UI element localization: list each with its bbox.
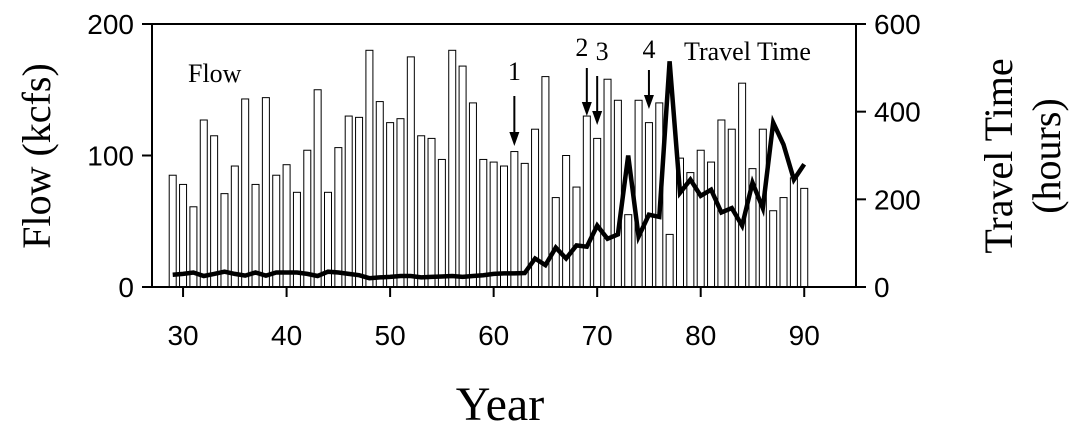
flow-bar bbox=[199, 119, 208, 288]
x-tick-label: 60 bbox=[478, 320, 509, 351]
flow-bar bbox=[479, 158, 488, 288]
flow-bar bbox=[500, 165, 508, 288]
flow-bar bbox=[468, 102, 477, 288]
annotation-label: 3 bbox=[596, 37, 609, 66]
flow-bar bbox=[313, 89, 322, 288]
y2-tick-label: 400 bbox=[874, 97, 921, 128]
flow-bar bbox=[272, 174, 281, 288]
flow-bar bbox=[800, 187, 809, 288]
y2-tick-label: 600 bbox=[874, 9, 921, 40]
y-tick-label: 100 bbox=[87, 141, 134, 172]
y-tick-label: 0 bbox=[118, 272, 134, 303]
flow-bars bbox=[168, 49, 809, 288]
flow-bar bbox=[551, 197, 560, 288]
flow-bar bbox=[437, 158, 446, 288]
flow-bar bbox=[634, 99, 643, 288]
x-axis-ticks: 30 40 50 60 70 80 90 bbox=[167, 287, 820, 351]
flow-bar bbox=[386, 122, 395, 288]
annotation-arrow-head bbox=[643, 95, 654, 109]
y-axis-label: Flow (kcfs) bbox=[14, 63, 59, 249]
event-annotations: 1 2 3 4 bbox=[508, 33, 655, 146]
y2-tick-label: 0 bbox=[874, 272, 890, 303]
flow-bar bbox=[427, 137, 436, 288]
legend-travel-time-label: Travel Time bbox=[684, 37, 811, 66]
y2-axis-ticks: 0 200 400 600 bbox=[856, 9, 921, 303]
flow-bar bbox=[665, 233, 674, 288]
flow-bar bbox=[210, 135, 219, 288]
y2-axis-label-line1: Travel Time bbox=[976, 58, 1021, 253]
x-tick-label: 40 bbox=[271, 320, 302, 351]
flow-bar bbox=[241, 98, 250, 288]
legend-flow-label: Flow bbox=[188, 59, 242, 88]
flow-bar bbox=[355, 116, 364, 288]
flow-bar bbox=[417, 135, 426, 288]
flow-bar bbox=[779, 197, 788, 288]
flow-bar bbox=[365, 49, 374, 288]
annotation-label: 4 bbox=[642, 35, 655, 64]
x-tick-label: 30 bbox=[167, 320, 198, 351]
flow-bar bbox=[168, 174, 177, 288]
flow-bar bbox=[489, 161, 498, 288]
annotation-label: 2 bbox=[575, 33, 588, 62]
flow-bar bbox=[406, 56, 415, 288]
flow-bar bbox=[603, 78, 612, 288]
flow-bar bbox=[510, 151, 519, 288]
travel-time-line bbox=[172, 61, 807, 281]
flow-bar bbox=[458, 65, 467, 288]
x-tick-label: 70 bbox=[582, 320, 613, 351]
flow-bar bbox=[696, 149, 705, 288]
flow-bar bbox=[572, 186, 581, 288]
flow-bar bbox=[230, 165, 239, 288]
flow-bar bbox=[624, 214, 633, 288]
x-tick-label: 50 bbox=[375, 320, 406, 351]
x-tick-label: 80 bbox=[685, 320, 716, 351]
y-axis-ticks: 0 100 200 bbox=[87, 9, 152, 303]
x-tick-label: 90 bbox=[789, 320, 820, 351]
flow-bar bbox=[686, 172, 695, 288]
y-tick-label: 200 bbox=[87, 9, 134, 40]
flow-bar bbox=[789, 177, 798, 288]
flow-bar bbox=[644, 122, 653, 288]
flow-bar bbox=[396, 118, 405, 288]
flow-bar bbox=[562, 155, 571, 288]
flow-bar bbox=[707, 161, 716, 288]
y2-axis-label-line2: (hours) bbox=[1024, 98, 1069, 214]
flow-bar bbox=[448, 49, 457, 288]
flow-bar bbox=[282, 164, 291, 288]
flow-bar bbox=[582, 115, 591, 288]
flow-bar bbox=[375, 101, 384, 288]
annotation-arrow-head bbox=[581, 102, 592, 116]
flow-bar bbox=[738, 82, 747, 288]
flow-bar bbox=[334, 147, 343, 288]
flow-bar bbox=[344, 115, 353, 288]
x-axis-label: Year bbox=[456, 378, 544, 424]
flow-bar bbox=[593, 137, 602, 288]
flow-bar bbox=[261, 97, 270, 288]
annotation-label: 1 bbox=[508, 57, 521, 86]
flow-bar bbox=[303, 149, 312, 288]
annotation-arrow-head bbox=[592, 111, 603, 125]
flow-bar bbox=[769, 210, 778, 288]
flow-bar bbox=[541, 76, 550, 288]
flow-bar bbox=[613, 99, 622, 288]
annotation-arrow-head bbox=[509, 132, 520, 146]
y2-tick-label: 200 bbox=[874, 184, 921, 215]
